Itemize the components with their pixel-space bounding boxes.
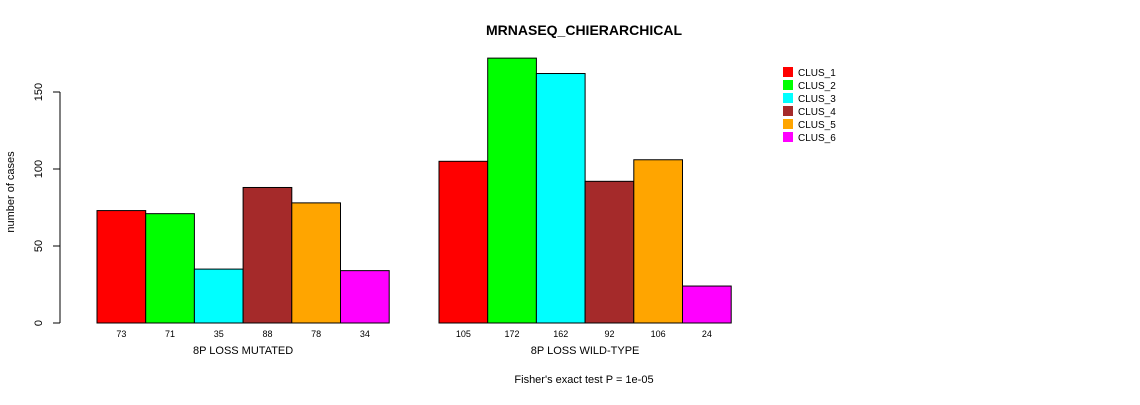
y-tick-label: 50: [33, 240, 45, 252]
legend-label: CLUS_1: [798, 68, 836, 79]
bar-value-label: 78: [311, 329, 321, 339]
legend-swatch: [783, 119, 793, 129]
bar-clus_5-group-2: [633, 159, 683, 324]
y-axis: 0 50 100 150: [33, 83, 61, 326]
bar-clus_3-group-1: [193, 268, 244, 324]
bar-value-label: 71: [165, 329, 175, 339]
footnote: Fisher's exact test P = 1e-05: [514, 374, 653, 386]
bars: [96, 57, 732, 324]
legend-label: CLUS_6: [798, 133, 836, 144]
bar-clus_5-group-1: [291, 202, 341, 324]
y-tick-label: 100: [33, 160, 45, 178]
bar-value-label: 106: [651, 329, 666, 339]
bar-value-label: 35: [214, 329, 224, 339]
legend-label: CLUS_3: [798, 94, 836, 105]
legend-swatch: [783, 67, 793, 77]
bar-clus_6-group-1: [340, 270, 390, 324]
y-tick-label: 150: [33, 83, 45, 101]
legend-swatch: [783, 93, 793, 103]
group-labels: 8P LOSS MUTATED 8P LOSS WILD-TYPE: [193, 345, 639, 357]
bar-value-label: 162: [553, 329, 568, 339]
bar-value-labels: 73 71 35 88 78 34 105 172 162 92 106 24: [116, 329, 712, 339]
bar-clus_1-group-2: [438, 160, 489, 324]
group-label: 8P LOSS MUTATED: [193, 345, 293, 357]
y-axis-label: number of cases: [5, 151, 17, 233]
legend-swatch: [783, 106, 793, 116]
bar-value-label: 172: [505, 329, 520, 339]
legend-label: CLUS_2: [798, 81, 836, 92]
bar-clus_4-group-2: [584, 180, 635, 324]
bar-value-label: 34: [360, 329, 370, 339]
legend-label: CLUS_5: [798, 120, 836, 131]
bar-value-label: 73: [116, 329, 126, 339]
legend: CLUS_1 CLUS_2 CLUS_3 CLUS_4 CLUS_5 CLUS_6: [783, 67, 836, 144]
legend-swatch: [783, 132, 793, 142]
bar-clus_3-group-2: [535, 73, 586, 324]
legend-label: CLUS_4: [798, 107, 836, 118]
legend-swatch: [783, 80, 793, 90]
bar-clus_2-group-2: [487, 57, 537, 324]
bar-clus_4-group-1: [242, 186, 293, 324]
chart-title: MRNASEQ_CHIERARCHICAL: [486, 22, 682, 38]
bar-value-label: 88: [262, 329, 272, 339]
bar-clus_6-group-2: [682, 285, 732, 324]
y-tick-label: 0: [33, 320, 45, 326]
bar-value-label: 92: [604, 329, 614, 339]
group-label: 8P LOSS WILD-TYPE: [531, 345, 640, 357]
bar-clus_2-group-1: [145, 213, 195, 324]
bar-value-label: 24: [702, 329, 712, 339]
bar-value-label: 105: [456, 329, 471, 339]
bar-clus_1-group-1: [96, 210, 147, 324]
